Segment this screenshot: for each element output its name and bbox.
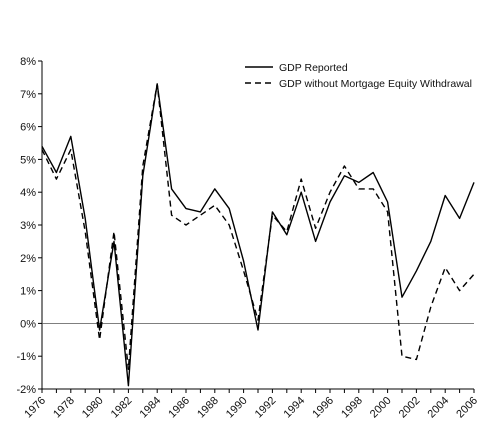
y-tick-label: 7% <box>20 89 36 101</box>
x-tick-label: 1976 <box>22 395 48 421</box>
data-point <box>84 230 86 232</box>
x-tick-label: 1998 <box>339 395 365 421</box>
x-tick-label: 1986 <box>166 395 192 421</box>
x-tick-label: 2004 <box>426 395 452 421</box>
y-tick-label: 1% <box>20 286 36 298</box>
y-tick-label: 6% <box>20 122 36 134</box>
x-tick-label: 1984 <box>138 395 164 421</box>
y-tick-label: 4% <box>20 187 36 199</box>
y-tick-label: 2% <box>20 253 36 265</box>
legend-label-1: GDP Reported <box>279 62 348 74</box>
x-tick-label: 2006 <box>454 395 480 421</box>
x-tick-label: 1990 <box>224 395 250 421</box>
series-line-2 <box>41 83 475 370</box>
y-tick-label: 0% <box>20 318 36 330</box>
x-tick-label: 1988 <box>195 395 221 421</box>
x-tick-label: 1996 <box>310 395 336 421</box>
x-tick-label: 1980 <box>80 395 106 421</box>
x-tick-label: 1978 <box>51 395 77 421</box>
x-tick-label: 2002 <box>397 395 423 421</box>
y-tick-label: -2% <box>16 384 36 396</box>
x-tick-label: 2000 <box>368 395 394 421</box>
x-tick-label: 1982 <box>109 395 135 421</box>
data-point <box>444 266 446 268</box>
y-tick-label: 3% <box>20 220 36 232</box>
y-tick-label: 5% <box>20 154 36 166</box>
x-tick-label: 1994 <box>282 395 308 421</box>
y-tick-label: 8% <box>20 56 36 68</box>
legend-label-2: GDP without Mortgage Equity Withdrawal <box>279 78 472 90</box>
data-point <box>98 339 100 341</box>
data-point <box>113 230 115 232</box>
x-tick-label: 1992 <box>253 395 279 421</box>
series-line-1 <box>41 83 475 387</box>
y-tick-label: -1% <box>16 351 36 363</box>
